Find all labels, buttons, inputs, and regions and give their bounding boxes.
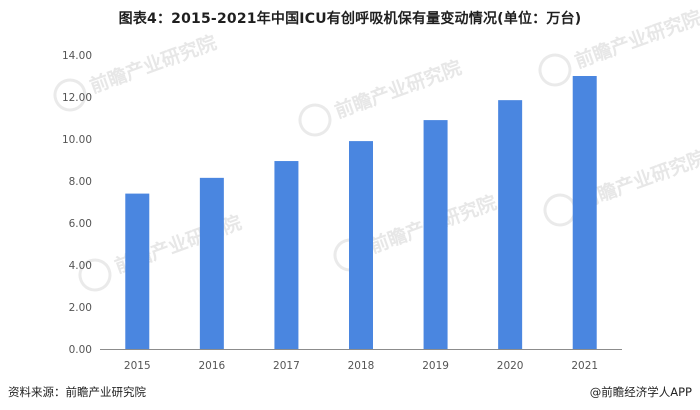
x-tick-label: 2020 — [497, 360, 524, 372]
x-tick-label: 2016 — [198, 360, 225, 372]
bar-2021 — [572, 76, 597, 349]
x-tick-label: 2015 — [124, 360, 151, 372]
y-tick-label: 8.00 — [69, 176, 92, 188]
y-axis-ticks: 0.00 2.00 4.00 6.00 8.00 10.00 12.00 14.00 — [62, 50, 92, 356]
bar-2016 — [199, 177, 224, 349]
y-tick-label: 0.00 — [69, 344, 92, 356]
y-tick-label: 12.00 — [62, 92, 92, 104]
watermark-text: 前瞻产业研究院 — [332, 56, 465, 123]
y-tick-label: 10.00 — [62, 134, 92, 146]
y-tick-label: 2.00 — [69, 302, 92, 314]
x-tick-label: 2018 — [348, 360, 375, 372]
x-tick-label: 2021 — [571, 360, 598, 372]
bar-2020 — [498, 100, 523, 350]
bar-2018 — [349, 141, 373, 349]
chart-title: 图表4：2015-2021年中国ICU有创呼吸机保有量变动情况(单位：万台) — [118, 11, 582, 27]
watermark: 前瞻产业研究院 — [543, 146, 700, 227]
y-tick-label: 4.00 — [69, 260, 92, 272]
brand-credit: @前瞻经济学人APP — [589, 385, 692, 399]
x-axis-ticks: 2015 2016 2017 2018 2019 2020 2021 — [124, 360, 598, 372]
y-tick-label: 14.00 — [62, 50, 92, 62]
bar-2015 — [125, 193, 150, 349]
x-tick-label: 2017 — [273, 360, 300, 372]
bar-2019 — [423, 120, 448, 349]
y-tick-label: 6.00 — [69, 218, 92, 230]
x-tick-label: 2019 — [422, 360, 449, 372]
bars-group — [125, 76, 597, 350]
watermark-text: 前瞻产业研究院 — [87, 31, 220, 98]
bar-2017 — [274, 161, 299, 349]
watermark-text: 前瞻产业研究院 — [572, 6, 700, 73]
source-note: 资料来源：前瞻产业研究院 — [8, 385, 146, 399]
watermark: 前瞻产业研究院 — [538, 6, 700, 87]
